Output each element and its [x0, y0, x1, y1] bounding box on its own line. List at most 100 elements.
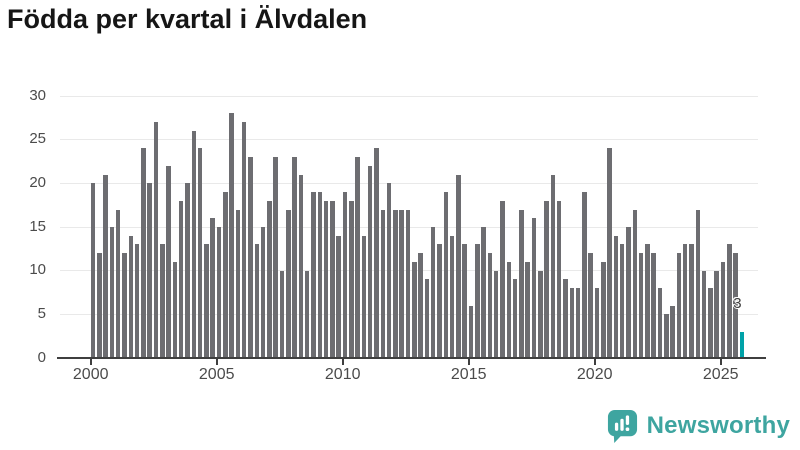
bar [204, 244, 209, 358]
bar [210, 218, 215, 358]
x-axis-label-2000: 2000 [72, 366, 109, 383]
bar [355, 157, 360, 358]
y-axis-label-15: 15 [29, 217, 46, 235]
bar [254, 244, 260, 358]
y-axis-label-0: 0 [37, 348, 46, 366]
bar [632, 209, 638, 358]
bar [695, 209, 701, 358]
bar [172, 261, 178, 358]
bar [418, 253, 423, 358]
bar [286, 209, 291, 358]
bar [128, 235, 134, 358]
bar [241, 122, 247, 358]
bar [122, 253, 127, 358]
bar [449, 235, 455, 358]
logo-exclamation-dot [625, 427, 629, 432]
bar [361, 235, 367, 358]
bar [645, 244, 650, 358]
x-axis-label-2025: 2025 [702, 366, 739, 383]
bar [134, 244, 140, 358]
bar [626, 227, 631, 358]
logo-bar-tall [625, 415, 629, 426]
bar [512, 279, 518, 358]
bar [468, 305, 474, 358]
bar [437, 244, 442, 358]
bar [380, 209, 386, 358]
bar [399, 209, 404, 358]
bar [714, 270, 719, 358]
x-axis-label-2020: 2020 [576, 366, 613, 383]
bar [670, 305, 675, 358]
bar [676, 253, 682, 358]
bar [588, 253, 593, 358]
bar [475, 244, 480, 358]
bar [664, 314, 669, 358]
bar [349, 200, 354, 358]
y-axis-label-5: 5 [37, 304, 46, 322]
bar [701, 270, 707, 358]
bar [720, 261, 726, 358]
bar [115, 209, 121, 358]
x-axis-line [57, 357, 766, 359]
bar [147, 183, 152, 358]
bar [292, 157, 297, 358]
bar [330, 200, 335, 358]
bar [556, 200, 562, 358]
bar [619, 244, 625, 358]
bar [412, 261, 417, 358]
x-tick-2000 [89, 358, 92, 365]
chart-title: Födda per kvartal i Älvdalen [7, 4, 368, 34]
bar [462, 244, 467, 358]
bar [519, 209, 524, 358]
bar [607, 148, 612, 358]
bar [430, 227, 436, 358]
bar [456, 174, 461, 358]
bar [260, 227, 266, 358]
y-axis-label-30: 30 [29, 86, 46, 104]
bar [727, 244, 732, 358]
bar [708, 288, 713, 358]
x-tick-2015 [467, 358, 470, 365]
bar [273, 157, 278, 358]
newsworthy-brand: Newsworthy [606, 407, 790, 445]
bar [405, 209, 411, 358]
bar [525, 261, 530, 358]
x-axis-label-2015: 2015 [450, 366, 487, 383]
bar [185, 183, 190, 358]
bar [657, 288, 663, 358]
newsworthy-logo-text: Newsworthy [646, 412, 790, 439]
y-axis-label-10: 10 [29, 261, 46, 279]
bar [342, 192, 348, 358]
gridline-y-25 [60, 139, 758, 141]
bar [481, 227, 486, 358]
bar [248, 157, 253, 358]
bar [374, 148, 379, 358]
gridline-y-20 [60, 182, 758, 184]
bar [424, 279, 430, 358]
bar [487, 253, 493, 358]
gridline-y-30 [60, 95, 758, 97]
y-axis-label-20: 20 [29, 173, 46, 191]
bar [191, 130, 197, 358]
bar [393, 209, 398, 358]
bar [141, 148, 146, 358]
bar [538, 270, 543, 358]
y-axis-label-25: 25 [29, 130, 46, 148]
bar [166, 165, 171, 358]
logo-bar-small [614, 422, 618, 431]
bar [367, 165, 373, 358]
bar [613, 235, 619, 358]
bar [90, 183, 96, 358]
bar [304, 270, 310, 358]
bar [229, 113, 234, 358]
bar [216, 227, 222, 358]
bar [311, 192, 316, 358]
bar-highlighted [739, 331, 745, 358]
bar [109, 227, 115, 358]
bar [500, 200, 505, 358]
bar [531, 218, 537, 358]
bar [267, 200, 272, 358]
x-axis-label-2005: 2005 [198, 366, 235, 383]
bar [544, 200, 549, 358]
